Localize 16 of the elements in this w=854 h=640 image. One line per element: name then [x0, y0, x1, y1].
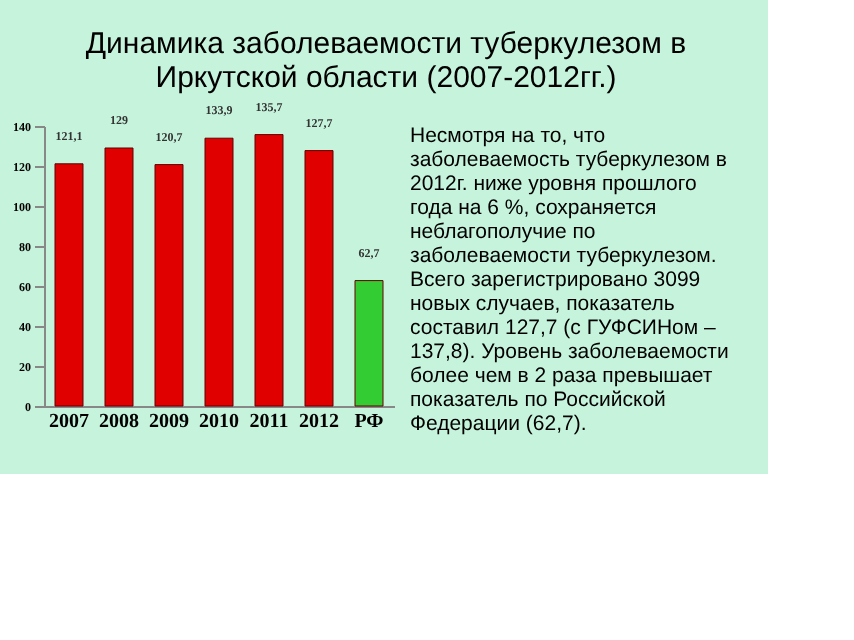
bar: [204, 137, 234, 407]
bar: [254, 134, 284, 407]
bar: [354, 280, 384, 407]
text: Несмотря на то, что заболеваемость туберкулезом в 2012г. ниже уровня прошлого года на 6 %, сохраняется неблагополучие по заболеваемости туберкулезом. Всего зарегистрировано 3099 новых случаев, показатель составил 127,7 (с ГУФСИНом – 137,8). Уровень заболеваемости более чем в 2 раза превышает показатель по Российской Федерации (62,7).: [410, 124, 729, 436]
x-tick-label: 2011: [249, 411, 289, 433]
x-tick-label: 2012: [299, 411, 339, 433]
bar: [54, 163, 84, 407]
x-tick-label: 2007: [49, 411, 89, 433]
x-tick-label: РФ: [354, 411, 385, 433]
bar: [154, 164, 184, 407]
x-tick-label: 2010: [199, 411, 239, 433]
chart-title: Динамика заболеваемости туберкулезом в Иркутской области (2007-2012гг.): [85, 26, 687, 95]
x-tick-label: 2008: [99, 411, 139, 433]
bar: [104, 147, 134, 407]
x-tick-label: 2009: [149, 411, 189, 433]
bar: [304, 150, 334, 407]
